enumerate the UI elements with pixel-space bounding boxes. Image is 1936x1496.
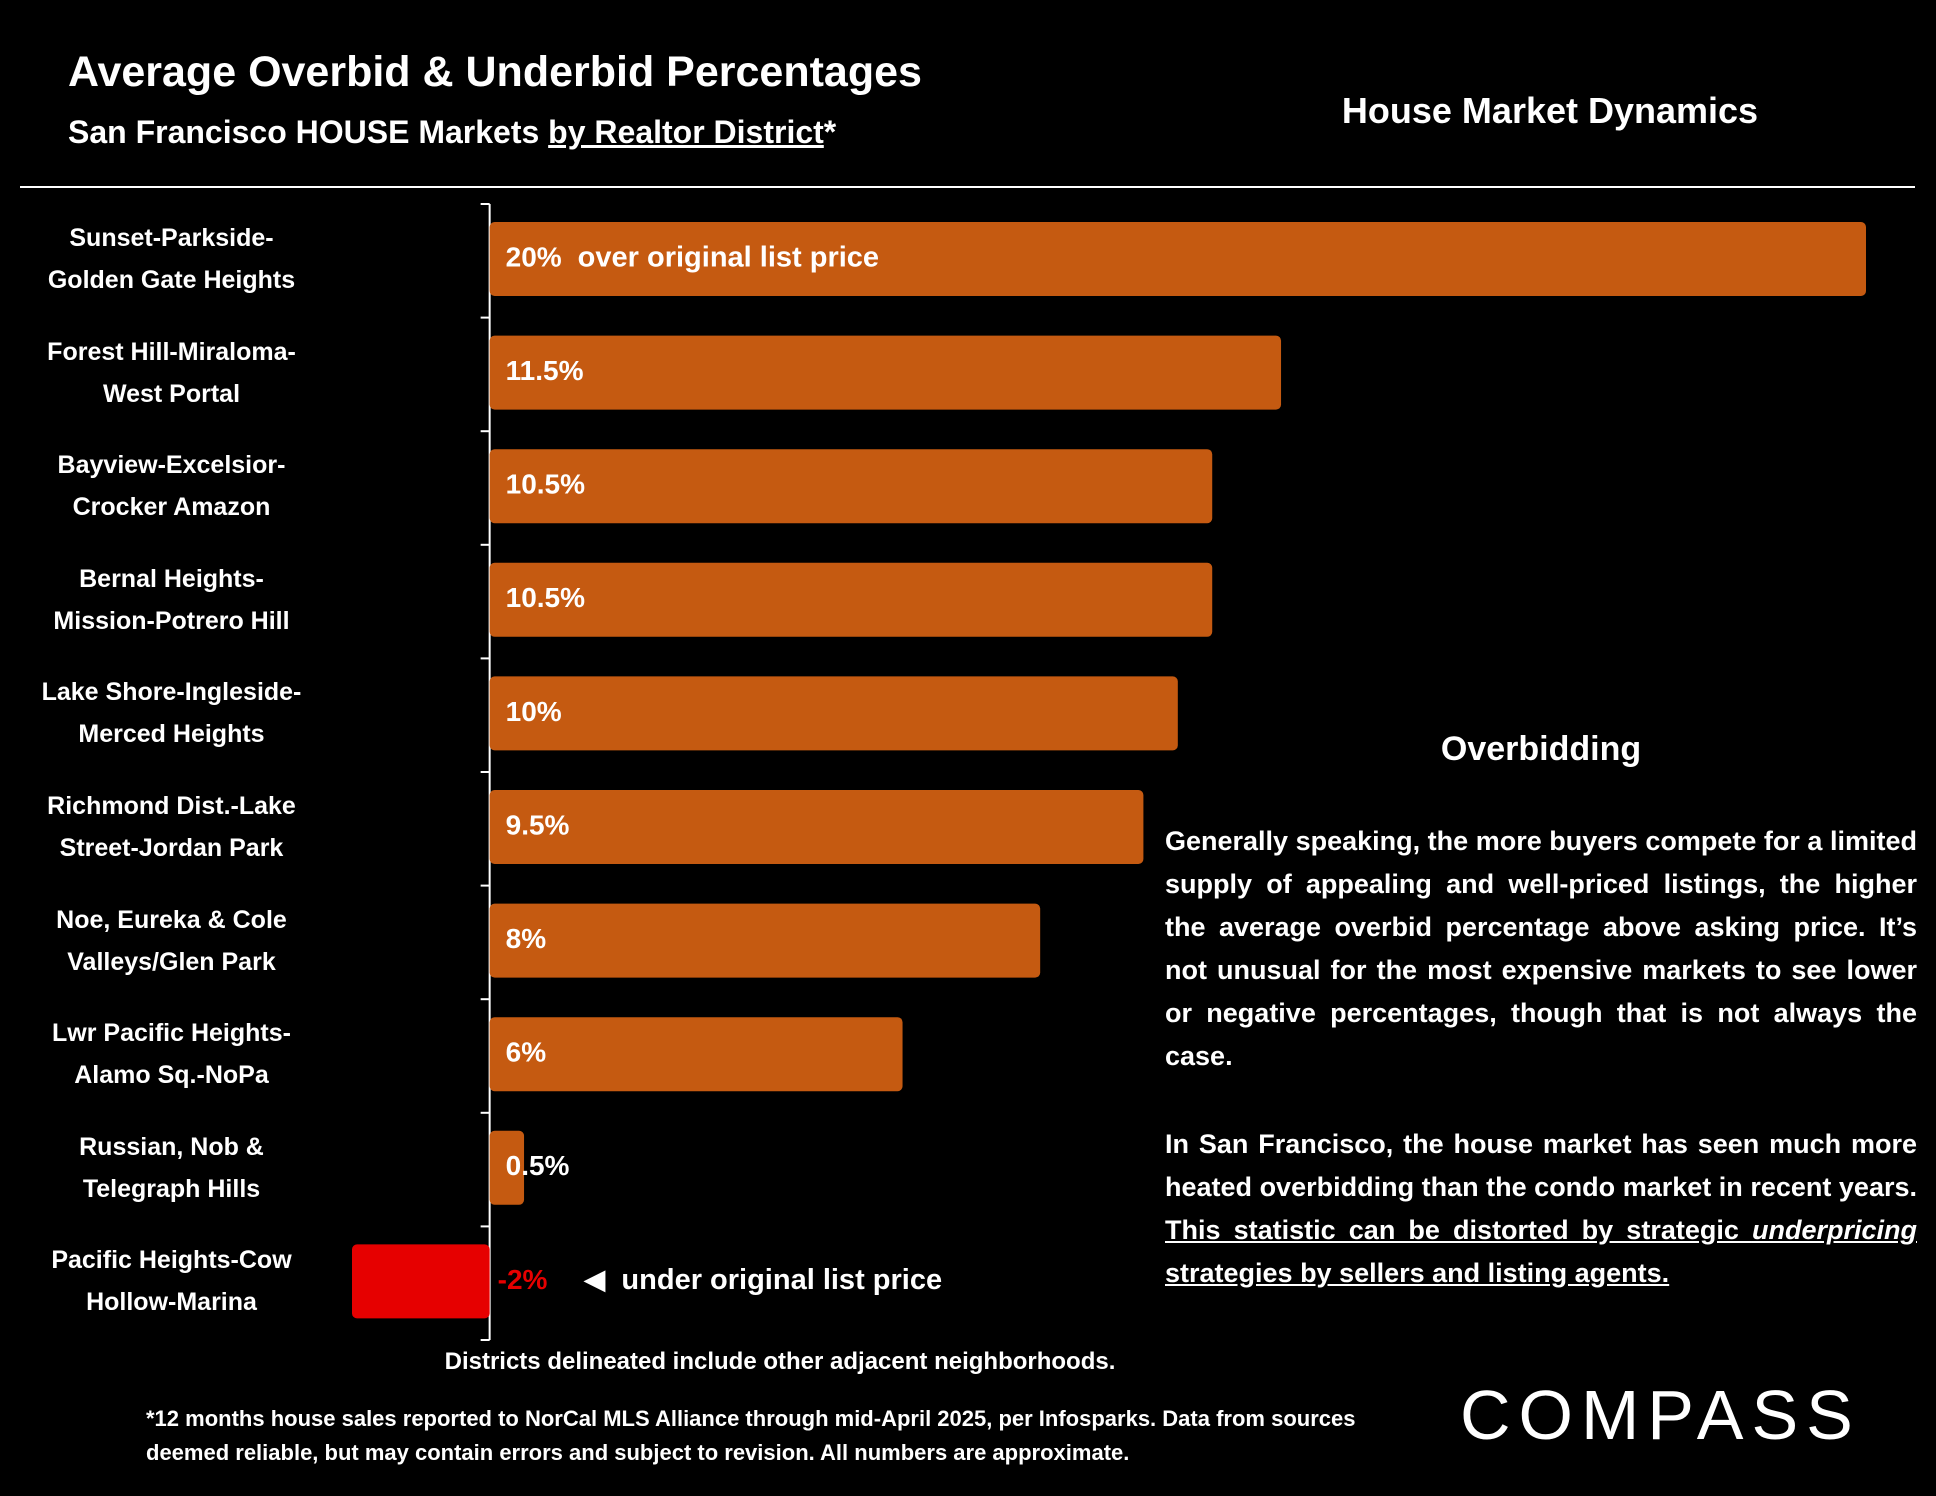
value-label: 8% — [506, 923, 547, 954]
annotation-arrow — [583, 1270, 606, 1293]
value-label: 0.5% — [506, 1150, 570, 1181]
value-label: 11.5% — [506, 355, 584, 386]
chart-title: Average Overbid & Underbid Percentages — [68, 48, 922, 96]
category-label: Lake Shore-Ingleside- Merced Heights — [41, 678, 302, 749]
paragraph-text: strategies by sellers and listing agents… — [1165, 1258, 1670, 1288]
side-paragraph: Generally speaking, the more buyers comp… — [1165, 826, 1917, 1071]
value-label: -2% — [498, 1264, 548, 1295]
value-label: 20% — [506, 241, 562, 272]
over-annotation: over original list price — [578, 242, 879, 274]
bar — [489, 449, 1213, 524]
chart-subtitle: San Francisco HOUSE Markets by Realtor D… — [68, 114, 836, 151]
header-label: House Market Dynamics — [1341, 90, 1759, 131]
bar — [489, 790, 1144, 864]
bar — [489, 903, 1041, 978]
paragraph-italic: underpricing — [1751, 1215, 1917, 1245]
category-label: Noe, Eureka & Cole Valleys/Glen Park — [56, 905, 287, 976]
subtitle-link: by Realtor District — [548, 114, 824, 150]
chart-note: Districts delineated include other adjac… — [444, 1348, 1116, 1375]
category-label: Pacific Heights-Cow Hollow-Marina — [51, 1246, 292, 1317]
bar — [489, 676, 1178, 751]
category-label: Lwr Pacific Heights- Alamo Sq.-NoPa — [52, 1019, 291, 1090]
category-label: Sunset-Parkside- Golden Gate Heights — [47, 224, 296, 294]
side-heading: Overbidding — [1440, 730, 1642, 768]
category-label: Richmond Dist.-Lake Street-Jordan Park — [47, 792, 296, 862]
under-annotation: under original list price — [621, 1264, 942, 1296]
footnote: *12 months house sales reported to NorCa… — [146, 1406, 1356, 1465]
bar — [489, 222, 1866, 296]
bar — [352, 1244, 490, 1319]
paragraph-text: This statistic can be distorted by strat… — [1165, 1215, 1752, 1245]
category-label: Bernal Heights- Mission-Potrero Hill — [53, 564, 290, 635]
bar — [489, 1017, 903, 1092]
category-label: Bayview-Excelsior- Crocker Amazon — [57, 451, 286, 522]
value-label: 6% — [506, 1037, 547, 1068]
value-label: 10.5% — [506, 582, 585, 613]
category-label: Forest Hill-Miraloma- West Portal — [47, 337, 296, 408]
paragraph-underlined: This statistic can be distorted by strat… — [1165, 1215, 1917, 1288]
value-label: 10.5% — [506, 469, 585, 500]
side-paragraph: In San Francisco, the house market has s… — [1165, 1123, 1917, 1295]
bar — [489, 1130, 525, 1205]
subtitle-text: San Francisco HOUSE Markets — [68, 114, 540, 150]
logo: COMPASS — [1460, 1376, 1861, 1454]
category-label: Russian, Nob & Telegraph Hills — [79, 1132, 264, 1203]
bar — [489, 335, 1282, 410]
subtitle-mark: * — [823, 114, 837, 150]
value-label: 9.5% — [506, 809, 570, 840]
bar — [489, 562, 1213, 637]
paragraph-text: In San Francisco, the house market has s… — [1165, 1129, 1917, 1202]
value-label: 10% — [506, 696, 562, 727]
